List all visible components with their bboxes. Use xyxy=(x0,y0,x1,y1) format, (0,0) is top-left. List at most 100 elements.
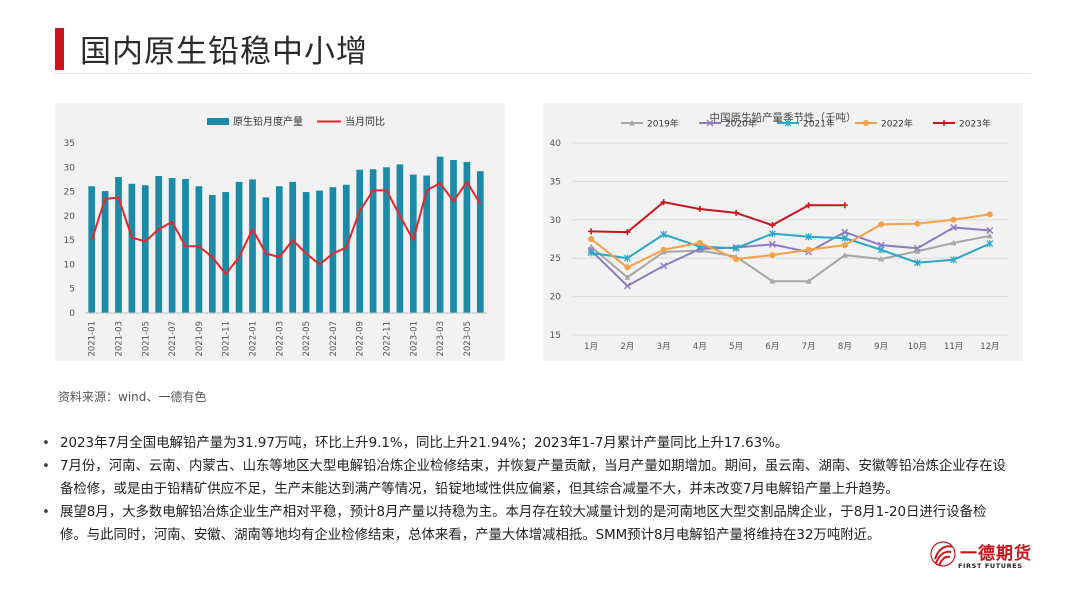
chart-monthly-output-yoy: 原生铅月度产量当月同比05101520253035-30%-20%-10%0%1… xyxy=(64,115,487,357)
bar xyxy=(208,194,216,313)
legend-label: 当月同比 xyxy=(345,115,385,128)
bullet-item: 7月份，河南、云南、内蒙古、山东等地区大型电解铅冶炼企业检修结束，并恢复产量贡献… xyxy=(38,455,1013,501)
data-point xyxy=(841,234,849,242)
page-title: 国内原生铅稳中小增 xyxy=(80,34,368,70)
y-left-tick-label: 35 xyxy=(64,139,75,149)
y-tick-label: 25 xyxy=(550,254,561,264)
y-tick-label: 40 xyxy=(550,139,562,149)
x-tick-label: 12月 xyxy=(980,342,999,352)
data-point xyxy=(805,233,813,241)
bar xyxy=(155,176,163,313)
data-point xyxy=(914,248,921,254)
bar xyxy=(195,186,203,313)
bar xyxy=(249,179,256,313)
data-point xyxy=(588,243,595,250)
y-tick-label: 15 xyxy=(550,331,561,341)
data-point xyxy=(986,227,994,235)
y-left-tick-label: 10 xyxy=(64,260,76,270)
bullet-list: 2023年7月全国电解铅产量为31.97万吨，环比上升9.1%，同比上升21.9… xyxy=(38,432,1013,547)
legend-label: 2021年 xyxy=(803,118,835,130)
bar xyxy=(222,192,230,313)
data-point xyxy=(588,236,595,242)
y-tick-label: 20 xyxy=(550,293,562,303)
data-point xyxy=(769,278,776,284)
data-point xyxy=(733,255,740,262)
x-tick-label: 2023-03 xyxy=(436,321,446,357)
data-point xyxy=(623,254,631,262)
data-point xyxy=(950,216,957,223)
chart-seasonality: 中国原生铅产量季节性（千吨） 15 20 25 30 35 40 1月 2月 3月 4月 5月 6月 7月… xyxy=(550,111,1008,352)
bullet-item: 展望8月，大多数电解铅冶炼企业生产相对平稳，预计8月产量以持稳为主。本月存在较大… xyxy=(38,501,1013,547)
y-tick-label: 35 xyxy=(550,177,561,187)
x-tick-label: 5月 xyxy=(729,342,743,352)
data-point xyxy=(768,230,776,238)
x-tick-label: 2021-03 xyxy=(115,321,125,357)
data-point xyxy=(660,199,667,206)
x-tick-label: 4月 xyxy=(693,342,707,352)
legend-label: 2019年 xyxy=(647,118,679,130)
data-point xyxy=(588,228,595,235)
data-point xyxy=(587,249,595,257)
y-left-tick-label: 0 xyxy=(69,309,75,319)
data-point xyxy=(878,255,885,262)
data-point xyxy=(706,119,714,127)
title-accent-bar xyxy=(55,28,64,70)
series-line xyxy=(590,213,991,269)
bar xyxy=(342,184,350,313)
bar xyxy=(450,160,457,313)
y-left-tick-label: 30 xyxy=(64,163,76,173)
x-tick-label: 3月 xyxy=(657,342,671,352)
data-point xyxy=(950,223,958,231)
data-point xyxy=(624,274,631,280)
bar xyxy=(88,186,96,313)
data-point xyxy=(841,202,848,209)
series-line xyxy=(590,226,990,287)
bar xyxy=(476,171,484,313)
bar xyxy=(128,183,136,313)
source-note: 资料来源：wind、一德有色 xyxy=(58,390,207,404)
x-tick-label: 2021-01 xyxy=(88,321,98,357)
y-tick-label: 30 xyxy=(550,216,562,226)
y-left-tick-label: 25 xyxy=(64,188,75,198)
data-point xyxy=(769,222,776,229)
x-tick-label: 2月 xyxy=(620,342,634,352)
x-tick-label: 10月 xyxy=(908,342,927,352)
y-left-tick-label: 15 xyxy=(64,236,75,246)
series-line xyxy=(590,234,991,283)
data-point xyxy=(913,259,921,267)
bullet-item: 2023年7月全国电解铅产量为31.97万吨，环比上升9.1%，同比上升21.9… xyxy=(38,432,1013,455)
x-tick-label: 2022-09 xyxy=(356,321,366,357)
data-point xyxy=(623,282,631,290)
data-point xyxy=(769,252,776,259)
x-tick-label: 2023-05 xyxy=(463,321,473,357)
data-point xyxy=(863,120,869,126)
logo-name: 一德期货 xyxy=(960,544,1032,564)
series-line-yoy xyxy=(90,180,482,276)
legend-label: 2023年 xyxy=(959,118,991,130)
x-tick-label: 2021-05 xyxy=(141,321,151,357)
data-point xyxy=(768,240,776,248)
legend-label: 原生铅月度产量 xyxy=(233,115,303,128)
bar xyxy=(101,191,109,313)
logo-subtitle: FIRST FUTURES xyxy=(958,562,1023,570)
data-point xyxy=(986,232,993,239)
legend-label: 2020年 xyxy=(725,118,757,130)
data-point xyxy=(624,229,631,236)
chart-title: 中国原生铅产量季节性（千吨） xyxy=(710,111,857,124)
bar xyxy=(369,169,377,313)
bar xyxy=(115,177,122,313)
data-point xyxy=(877,246,885,254)
data-point xyxy=(986,240,994,248)
chart-panel-seasonality: 中国原生铅产量季节性（千吨） 15 20 25 30 35 40 1月 2月 3月 4月 5月 6月 7月… xyxy=(543,103,1023,361)
x-tick-label: 2021-09 xyxy=(195,321,205,357)
data-point xyxy=(841,228,849,236)
x-tick-label: 7月 xyxy=(802,342,816,352)
series-line xyxy=(590,232,991,264)
chart-panel-monthly-output: 原生铅月度产量当月同比05101520253035-30%-20%-10%0%1… xyxy=(55,103,505,361)
y-left-tick-label: 5 xyxy=(69,285,75,295)
data-point xyxy=(732,244,740,252)
data-point xyxy=(784,119,792,127)
bar xyxy=(235,181,243,313)
title-divider xyxy=(55,73,1030,74)
data-point xyxy=(805,246,812,253)
